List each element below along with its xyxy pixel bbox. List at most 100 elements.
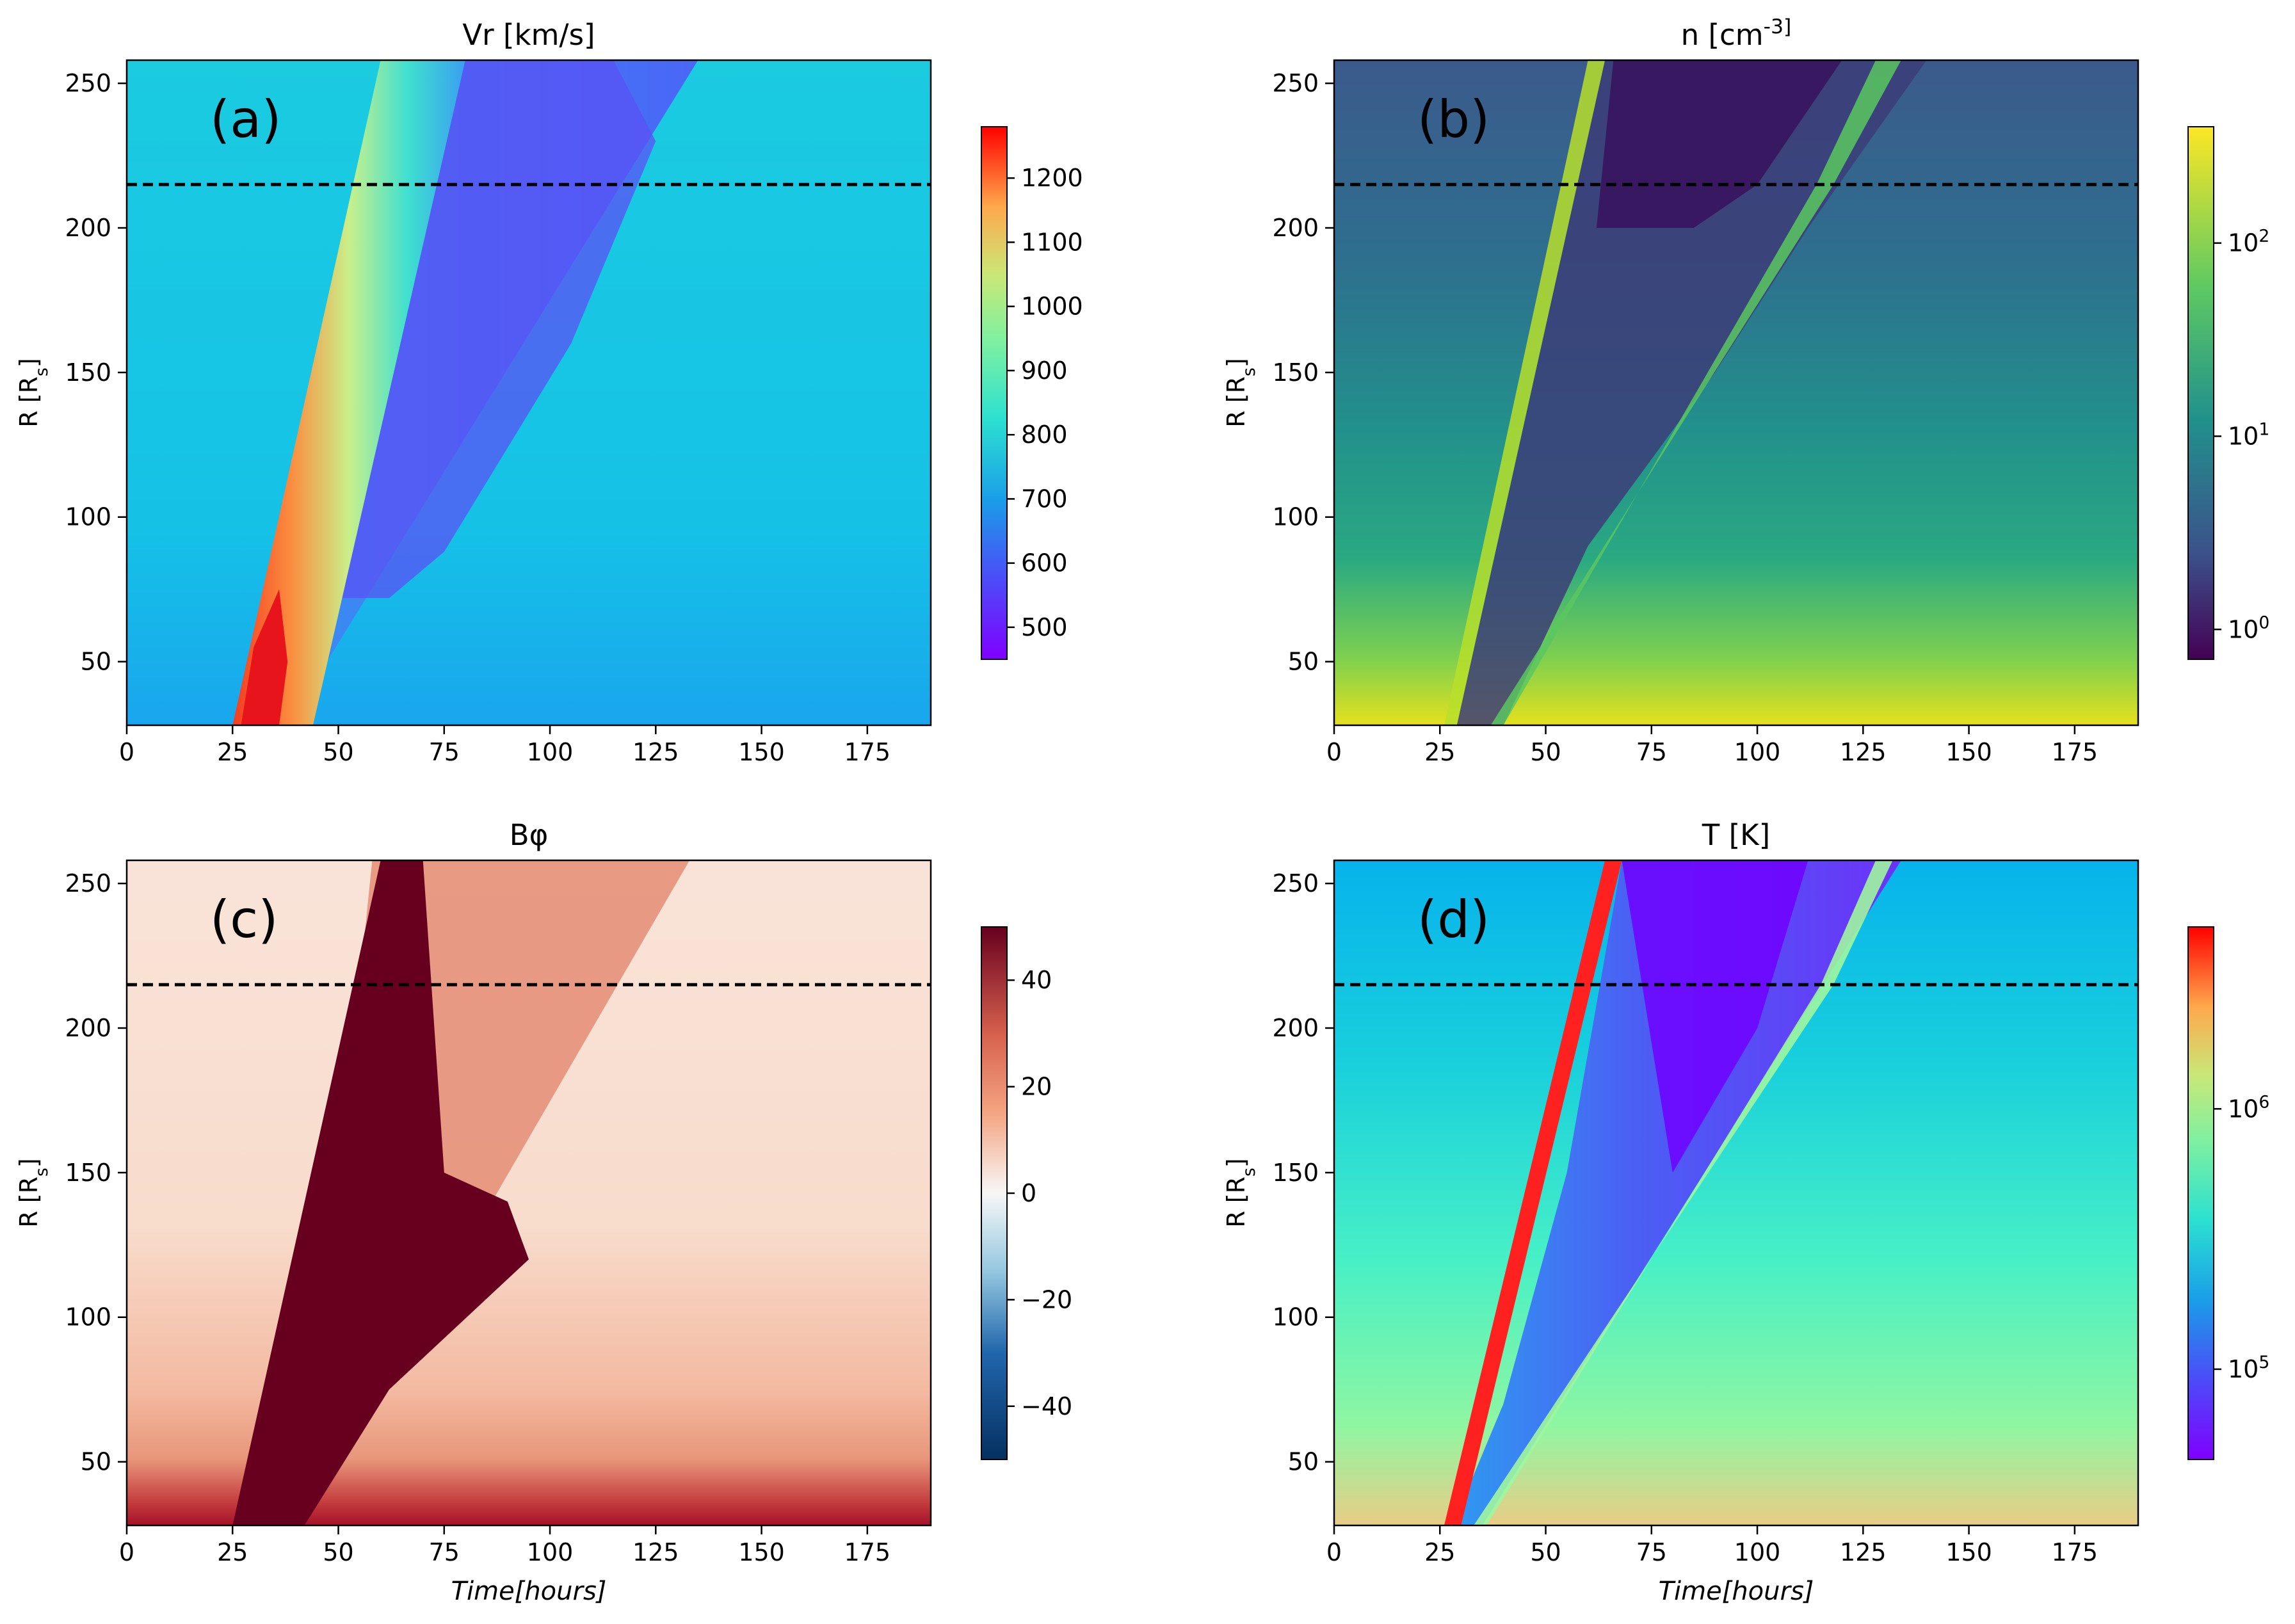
axes-frame	[125, 859, 932, 1527]
colorbar-tick-label: 500	[1021, 613, 1068, 641]
panel-label: (d)	[1417, 890, 1490, 949]
x-tick-label: 75	[429, 738, 460, 766]
x-tick-label: 0	[1326, 738, 1342, 766]
y-axis-label: R [Rs]	[1222, 1158, 1259, 1227]
y-tick-label: 250	[65, 869, 111, 897]
colorbar-tick-label: 1200	[1021, 164, 1083, 192]
y-axis-label: R [Rs]	[15, 1158, 52, 1227]
x-tick-label: 75	[429, 1538, 460, 1566]
panel-title: Bφ	[510, 818, 549, 852]
axes-frame	[1333, 59, 2139, 727]
colorbar	[2187, 126, 2214, 660]
x-tick-label: 125	[632, 1538, 679, 1566]
y-tick-label: 150	[65, 1159, 111, 1187]
colorbar-tick-label: 101	[2228, 419, 2269, 451]
y-tick-label: 250	[1272, 869, 1319, 897]
panel-label: (a)	[210, 90, 281, 149]
x-tick-label: 0	[119, 1538, 134, 1566]
x-tick-label: 50	[323, 738, 353, 766]
y-tick-label: 200	[1272, 1014, 1319, 1042]
y-tick-label: 100	[1272, 503, 1319, 531]
x-axis-label: Time[hours]	[1659, 1577, 1814, 1606]
y-axis-label: R [Rs]	[15, 358, 52, 427]
y-tick-label: 50	[81, 648, 111, 676]
panel-d: 0 25 50 75 100 125 150 175 50 100 150 200 250 T [K] (d…	[1222, 818, 2269, 1606]
y-tick-label: 150	[1272, 358, 1319, 387]
shock-region	[232, 60, 465, 725]
x-tick-label: 50	[1530, 738, 1561, 766]
colorbar-tick-label: 600	[1021, 549, 1068, 577]
panel-c: 0 25 50 75 100 125 150 17550100150200250Bφ(c)R …	[15, 818, 1072, 1606]
colorbar-tick-label: 20	[1021, 1073, 1052, 1101]
trailing-compression	[1490, 60, 1901, 725]
x-tick-label: 25	[1424, 1538, 1455, 1566]
colorbar	[981, 926, 1008, 1460]
panel-label: (c)	[210, 890, 278, 949]
y-tick-label: 50	[1288, 1448, 1319, 1476]
panel-title: T [K]	[1702, 818, 1770, 852]
x-tick-label: 100	[527, 738, 574, 766]
hot-shock-front	[1444, 860, 1622, 1525]
x-tick-label: 175	[2052, 738, 2098, 766]
x-tick-label: 25	[217, 1538, 248, 1566]
panel-b: 0 25 50 75 100 125 150 175 50 100 150 200 250 n [cm-3…	[1222, 15, 2269, 766]
panel-a: 0 25 50 75 100 125 150 175 50 100 150 200 250 Vr [km/…	[15, 18, 1083, 766]
x-tick-label: 25	[217, 738, 248, 766]
y-tick-label: 150	[65, 358, 111, 387]
colorbar-tick-label: 800	[1021, 421, 1068, 449]
cavity-region	[1456, 60, 1927, 725]
colorbar-tick-label: 106	[2228, 1092, 2269, 1123]
x-tick-label: 125	[1840, 738, 1887, 766]
y-tick-label: 100	[1272, 1303, 1319, 1331]
heatmap-d	[1334, 860, 2138, 1525]
x-tick-label: 100	[527, 1538, 574, 1566]
colorbar	[981, 126, 1008, 660]
x-tick-label: 150	[738, 1538, 785, 1566]
y-axis-label: R [Rs]	[1222, 358, 1259, 427]
y-tick-label: 200	[65, 214, 111, 242]
colorbar-tick-label: 700	[1021, 485, 1068, 513]
x-tick-label: 150	[738, 738, 785, 766]
x-tick-label: 50	[1530, 1538, 1561, 1566]
x-tick-label: 125	[1840, 1538, 1887, 1566]
x-tick-label: 0	[1326, 1538, 1342, 1566]
x-tick-label: 0	[119, 738, 134, 766]
trailing-compression	[1474, 860, 1893, 1525]
x-tick-label: 175	[844, 1538, 891, 1566]
heatmap-a	[127, 60, 931, 725]
x-tick-label: 75	[1636, 738, 1667, 766]
axes-frame	[125, 59, 932, 727]
peak-speed-region	[241, 589, 288, 725]
y-tick-label: 200	[65, 1014, 111, 1042]
y-tick-label: 250	[65, 69, 111, 97]
panel-title: Vr [km/s]	[462, 18, 595, 52]
x-tick-label: 25	[1424, 738, 1455, 766]
panel-label: (b)	[1417, 90, 1490, 149]
y-tick-label: 100	[65, 1303, 111, 1331]
cold-region	[1453, 860, 1901, 1525]
x-tick-label: 75	[1636, 1538, 1667, 1566]
y-tick-label: 150	[1272, 1159, 1319, 1187]
colorbar-tick-label: 0	[1021, 1179, 1036, 1207]
colorbar-tick-label: 40	[1021, 966, 1052, 994]
y-tick-label: 200	[1272, 214, 1319, 242]
strong-field-region	[232, 860, 529, 1525]
y-tick-label: 100	[65, 503, 111, 531]
colorbar-tick-label: 1100	[1021, 228, 1083, 256]
x-tick-label: 125	[632, 738, 679, 766]
axes-frame	[1333, 859, 2139, 1527]
y-tick-label: 250	[1272, 69, 1319, 97]
heatmap-c	[127, 860, 931, 1525]
x-tick-label: 175	[2052, 1538, 2098, 1566]
leading-sheath	[1444, 60, 1606, 725]
colorbar-tick-label: 100	[2228, 613, 2269, 644]
colorbar-tick-label: 102	[2228, 226, 2269, 257]
panel-title: n [cm-3]	[1681, 15, 1792, 52]
colorbar-tick-label: 1000	[1021, 293, 1083, 321]
x-tick-label: 150	[1945, 738, 1992, 766]
cold-cavity	[1622, 860, 1808, 1173]
x-tick-label: 150	[1945, 1538, 1992, 1566]
x-tick-label: 50	[323, 1538, 353, 1566]
colorbar	[2187, 926, 2214, 1460]
